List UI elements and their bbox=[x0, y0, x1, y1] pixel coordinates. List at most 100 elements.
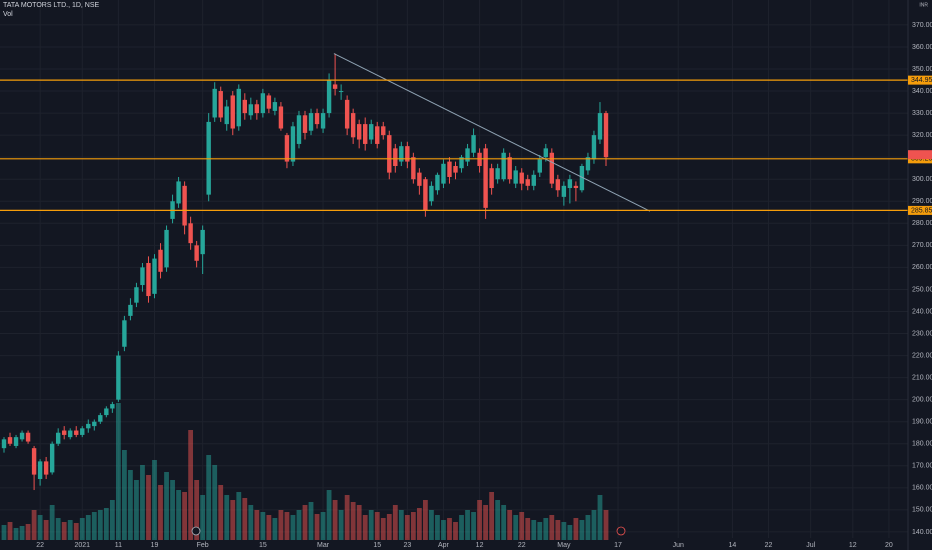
volume-bar bbox=[344, 495, 350, 540]
y-tick-label: 340.00 bbox=[912, 88, 932, 95]
y-tick-label: 240.00 bbox=[912, 308, 932, 315]
level-label-box bbox=[908, 75, 932, 85]
volume-bar bbox=[441, 520, 446, 540]
volume-bar bbox=[79, 518, 85, 540]
x-tick-label: 14 bbox=[729, 542, 737, 549]
volume-bar bbox=[404, 515, 410, 540]
candle-body bbox=[543, 148, 548, 158]
axis-layer: 370.00360.00350.00340.00330.00320.00310.… bbox=[36, 22, 932, 549]
candle-body bbox=[110, 404, 115, 409]
candle-body bbox=[381, 126, 386, 136]
volume-bar bbox=[567, 525, 573, 540]
candle-body bbox=[549, 152, 555, 184]
candle-body bbox=[423, 179, 428, 211]
volume-bar bbox=[585, 515, 591, 540]
candle-body bbox=[489, 168, 494, 189]
level-label-box bbox=[908, 205, 932, 215]
x-tick-label: 12 bbox=[476, 542, 484, 549]
candle-body bbox=[194, 245, 199, 261]
volume-bar bbox=[332, 500, 338, 540]
candle-body bbox=[92, 421, 97, 427]
volume-bar bbox=[194, 480, 200, 540]
candle-body bbox=[37, 461, 43, 480]
earnings-icon[interactable] bbox=[191, 526, 201, 536]
candle-body bbox=[561, 185, 567, 197]
volume-bar bbox=[7, 522, 13, 540]
volume-bar bbox=[19, 526, 25, 540]
candle-body bbox=[146, 262, 151, 297]
candle-body bbox=[13, 437, 19, 446]
candle-body bbox=[555, 179, 561, 191]
volume-bar bbox=[55, 518, 61, 540]
y-tick-label: 300.00 bbox=[912, 176, 932, 183]
candle-body bbox=[314, 113, 320, 125]
volume-bar bbox=[260, 512, 266, 540]
candle-body bbox=[519, 172, 524, 184]
volume-bar bbox=[338, 510, 344, 540]
candle-body bbox=[483, 148, 488, 208]
candle-body bbox=[266, 95, 272, 109]
x-tick-label: Feb bbox=[197, 542, 209, 549]
candle-body bbox=[74, 430, 79, 435]
candle-body bbox=[302, 115, 308, 133]
x-tick-label: 17 bbox=[614, 542, 622, 549]
volume-bar bbox=[573, 518, 579, 540]
candle-body bbox=[405, 146, 410, 162]
candle-body bbox=[585, 157, 591, 171]
x-tick-label: Jul bbox=[806, 542, 815, 549]
volume-bar bbox=[284, 512, 290, 540]
candle-body bbox=[363, 124, 368, 144]
volume-bar bbox=[429, 510, 434, 540]
candle-body bbox=[465, 148, 470, 162]
x-tick-label: 23 bbox=[403, 542, 411, 549]
candle-body bbox=[459, 157, 464, 169]
candle-body bbox=[122, 320, 127, 347]
candle-body bbox=[260, 93, 266, 114]
volume-bar bbox=[164, 472, 169, 540]
volume-bar bbox=[519, 512, 525, 540]
x-tick-label: 19 bbox=[151, 542, 159, 549]
volume-bar bbox=[236, 492, 242, 540]
volume-bar bbox=[386, 514, 392, 540]
candle-body bbox=[212, 88, 217, 118]
candle-body bbox=[338, 91, 344, 93]
grid bbox=[0, 0, 908, 538]
volume-bar bbox=[453, 522, 458, 540]
volume-bar bbox=[507, 510, 513, 540]
currency-label: INR bbox=[919, 2, 928, 8]
candle-body bbox=[164, 229, 169, 268]
volume-bar bbox=[531, 520, 537, 540]
y-tick-label: 290.00 bbox=[912, 198, 932, 205]
candle-body bbox=[326, 80, 332, 114]
volume-bar bbox=[465, 510, 470, 540]
candle-body bbox=[399, 146, 404, 162]
candle-body bbox=[435, 174, 440, 191]
volume-bar bbox=[423, 500, 428, 540]
candle-body bbox=[308, 113, 314, 131]
volume-bar bbox=[1, 525, 7, 540]
candle-body bbox=[441, 163, 446, 184]
candle-body bbox=[176, 181, 181, 204]
candle-body bbox=[513, 170, 518, 184]
volume-bar bbox=[134, 480, 139, 540]
candle-body bbox=[182, 185, 187, 226]
candle-body bbox=[200, 229, 205, 255]
volume-label: Vol bbox=[3, 11, 13, 18]
candle-body bbox=[218, 91, 223, 118]
volume-bar bbox=[362, 515, 368, 540]
candle-body bbox=[278, 106, 284, 129]
candle-body bbox=[62, 430, 67, 435]
y-tick-label: 170.00 bbox=[912, 463, 932, 470]
candle-body bbox=[236, 88, 241, 127]
earnings-icon[interactable] bbox=[616, 526, 626, 536]
candle-body bbox=[453, 165, 458, 173]
volume-bar bbox=[374, 512, 380, 540]
volume-bar bbox=[416, 508, 422, 540]
candle-body bbox=[447, 161, 452, 178]
volume-bar bbox=[549, 515, 555, 540]
candle-body bbox=[7, 437, 13, 444]
volume-bar bbox=[314, 514, 320, 540]
volume-bar bbox=[266, 515, 272, 540]
y-tick-label: 230.00 bbox=[912, 330, 932, 337]
volume-bar bbox=[97, 510, 103, 540]
